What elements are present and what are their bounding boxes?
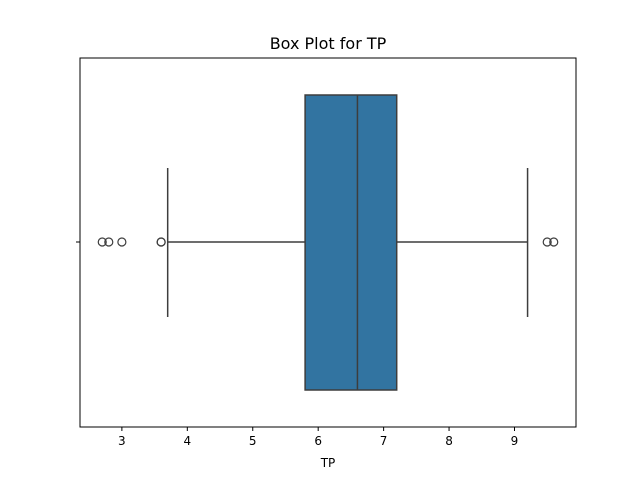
outlier-point bbox=[117, 237, 127, 247]
x-tick-label: 5 bbox=[249, 434, 257, 448]
outlier-point bbox=[549, 237, 559, 247]
x-tick-label: 6 bbox=[314, 434, 322, 448]
outlier-point bbox=[97, 237, 107, 247]
chart-title: Box Plot for TP bbox=[270, 34, 387, 53]
outlier-point bbox=[104, 237, 114, 247]
x-axis-label: TP bbox=[320, 456, 336, 470]
plot-area bbox=[97, 94, 559, 391]
x-tick-label: 7 bbox=[380, 434, 388, 448]
x-tick-label: 8 bbox=[445, 434, 453, 448]
x-tick-label: 3 bbox=[118, 434, 126, 448]
x-tick-label: 9 bbox=[511, 434, 519, 448]
interquartile-box bbox=[304, 94, 398, 391]
outlier-point bbox=[156, 237, 166, 247]
x-axis: 3 4 5 6 7 8 9 bbox=[118, 427, 518, 448]
outlier-point bbox=[542, 237, 552, 247]
x-tick-label: 4 bbox=[183, 434, 191, 448]
